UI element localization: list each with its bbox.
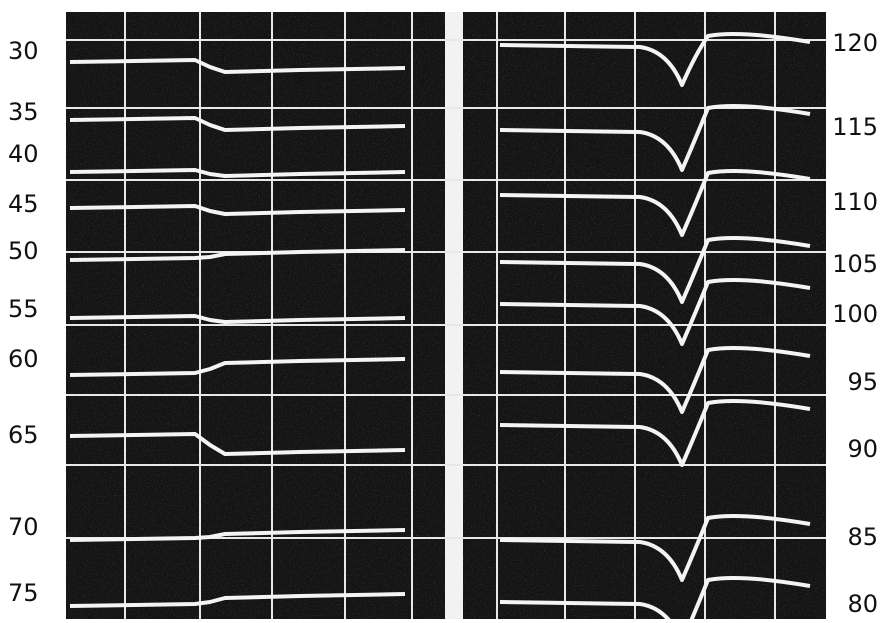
right-label: 100 bbox=[832, 300, 878, 328]
left-label: 60 bbox=[8, 345, 39, 373]
left-label: 45 bbox=[8, 190, 39, 218]
left-label: 75 bbox=[8, 579, 39, 607]
left-label: 35 bbox=[8, 98, 39, 126]
center-strip bbox=[445, 12, 463, 619]
right-label: 120 bbox=[832, 29, 878, 57]
left-label: 55 bbox=[8, 295, 39, 323]
left-label: 50 bbox=[8, 237, 39, 265]
right-label: 80 bbox=[847, 590, 878, 618]
right-label: 110 bbox=[832, 188, 878, 216]
right-label: 105 bbox=[832, 250, 878, 278]
oscilloscope-figure: 30 35 40 45 50 55 60 65 70 75 120 115 110 105 100 95 90 8… bbox=[0, 0, 883, 619]
right-label: 90 bbox=[847, 435, 878, 463]
left-label: 65 bbox=[8, 421, 39, 449]
left-label: 40 bbox=[8, 140, 39, 168]
left-label: 70 bbox=[8, 513, 39, 541]
left-label: 30 bbox=[8, 37, 39, 65]
right-label: 115 bbox=[832, 113, 878, 141]
page: 30 35 40 45 50 55 60 65 70 75 120 115 110 105 100 95 90 8… bbox=[0, 0, 883, 619]
right-label: 85 bbox=[847, 523, 878, 551]
right-label: 95 bbox=[847, 368, 878, 396]
